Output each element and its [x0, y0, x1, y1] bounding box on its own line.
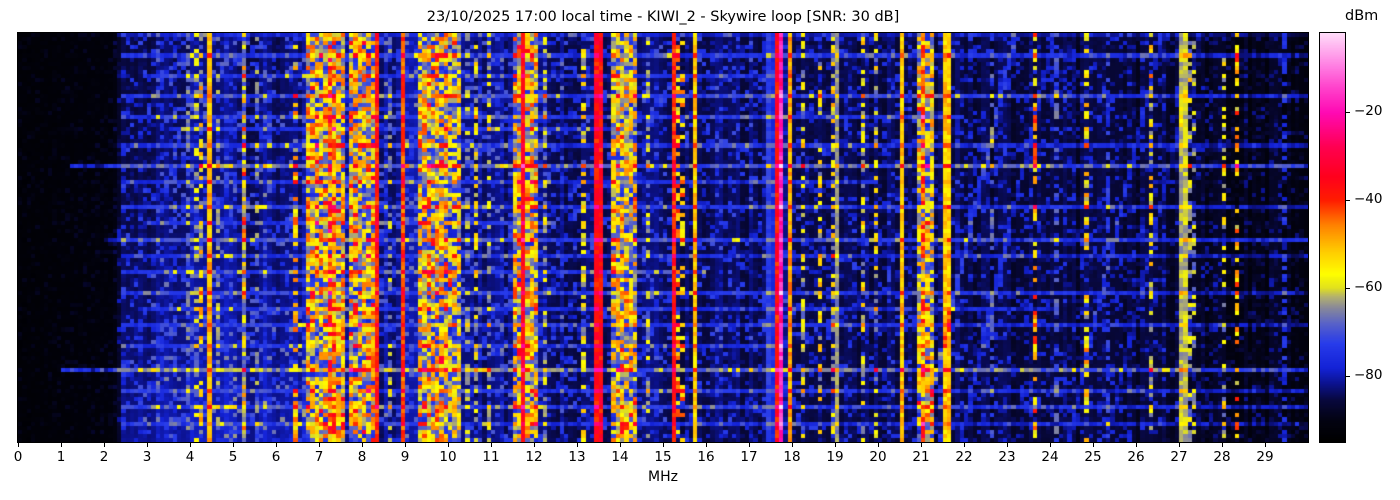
x-tick-label: 9 — [400, 449, 410, 465]
x-tick-mark — [319, 443, 320, 447]
x-tick-mark — [792, 443, 793, 447]
x-tick-label: 15 — [654, 449, 672, 465]
x-tick-mark — [706, 443, 707, 447]
x-tick-label: 10 — [439, 449, 457, 465]
x-tick-mark — [61, 443, 62, 447]
x-tick-mark — [18, 443, 19, 447]
x-tick-label: 23 — [998, 449, 1016, 465]
x-axis-label: MHz — [648, 469, 678, 485]
x-tick-label: 5 — [228, 449, 238, 465]
x-tick-label: 7 — [314, 449, 324, 465]
x-tick-label: 27 — [1170, 449, 1188, 465]
x-tick-mark — [448, 443, 449, 447]
colorbar-tick-mark — [1346, 199, 1350, 201]
x-tick-mark — [1179, 443, 1180, 447]
x-tick-mark — [1136, 443, 1137, 447]
x-tick-label: 0 — [13, 449, 23, 465]
colorbar-tick-label: −60 — [1354, 279, 1383, 296]
x-tick-label: 11 — [482, 449, 500, 465]
x-tick-label: 29 — [1256, 449, 1274, 465]
colorbar-tick-mark — [1346, 287, 1350, 289]
x-tick-mark — [1093, 443, 1094, 447]
colorbar-tick-label: −20 — [1354, 103, 1383, 120]
x-tick-label: 13 — [568, 449, 586, 465]
page-title: 23/10/2025 17:00 local time - KIWI_2 - S… — [426, 9, 900, 25]
x-tick-label: 25 — [1084, 449, 1102, 465]
x-tick-label: 19 — [826, 449, 844, 465]
x-tick-mark — [620, 443, 621, 447]
x-tick-label: 28 — [1213, 449, 1231, 465]
x-tick-mark — [964, 443, 965, 447]
spectrogram-plot — [17, 32, 1309, 443]
x-tick-label: 14 — [611, 449, 629, 465]
x-tick-mark — [491, 443, 492, 447]
x-tick-mark — [749, 443, 750, 447]
x-tick-label: 17 — [740, 449, 758, 465]
x-tick-label: 12 — [525, 449, 543, 465]
x-tick-mark — [1265, 443, 1266, 447]
x-tick-label: 4 — [185, 449, 195, 465]
colorbar — [1319, 32, 1346, 443]
x-tick-label: 24 — [1041, 449, 1059, 465]
x-tick-mark — [878, 443, 879, 447]
x-tick-label: 3 — [142, 449, 152, 465]
x-tick-mark — [577, 443, 578, 447]
x-tick-mark — [362, 443, 363, 447]
spectrogram-canvas — [18, 33, 1308, 442]
x-tick-mark — [663, 443, 664, 447]
colorbar-tick-label: −80 — [1354, 367, 1383, 384]
x-tick-label: 22 — [955, 449, 973, 465]
x-tick-mark — [1050, 443, 1051, 447]
colorbar-label: dBm — [1345, 8, 1379, 24]
x-tick-mark — [1007, 443, 1008, 447]
x-tick-mark — [921, 443, 922, 447]
x-tick-mark — [190, 443, 191, 447]
x-tick-label: 2 — [99, 449, 109, 465]
x-tick-label: 16 — [697, 449, 715, 465]
x-tick-mark — [104, 443, 105, 447]
x-tick-label: 6 — [271, 449, 281, 465]
x-tick-label: 21 — [912, 449, 930, 465]
colorbar-canvas — [1320, 33, 1345, 442]
x-tick-mark — [405, 443, 406, 447]
x-tick-label: 1 — [56, 449, 66, 465]
x-tick-mark — [147, 443, 148, 447]
x-tick-mark — [233, 443, 234, 447]
colorbar-tick-mark — [1346, 111, 1350, 113]
x-tick-mark — [534, 443, 535, 447]
x-tick-mark — [835, 443, 836, 447]
x-tick-label: 20 — [869, 449, 887, 465]
x-tick-mark — [276, 443, 277, 447]
colorbar-tick-mark — [1346, 375, 1350, 377]
x-tick-label: 8 — [357, 449, 367, 465]
x-tick-mark — [1222, 443, 1223, 447]
colorbar-tick-label: −40 — [1354, 191, 1383, 208]
x-tick-label: 26 — [1127, 449, 1145, 465]
x-tick-label: 18 — [783, 449, 801, 465]
